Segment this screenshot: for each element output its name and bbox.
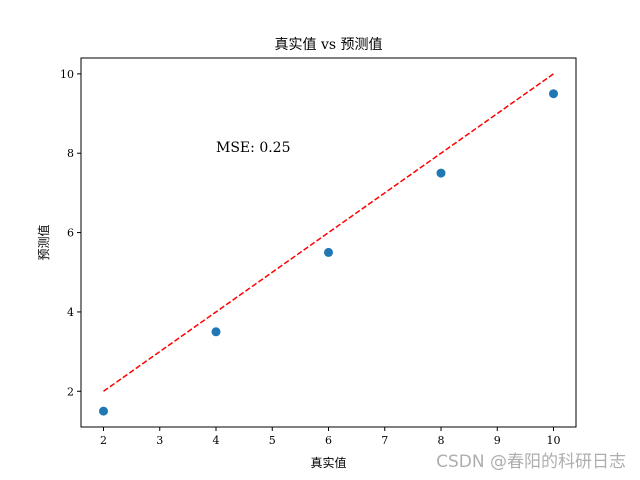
watermark: CSDN @春阳的科研日志 <box>436 452 626 472</box>
x-tick-label: 3 <box>156 434 163 447</box>
data-point <box>211 327 221 337</box>
x-tick-label: 6 <box>325 434 332 447</box>
data-point <box>99 406 108 416</box>
y-tick-label: 2 <box>67 385 74 398</box>
x-tick-label: 8 <box>438 434 445 447</box>
x-tick-label: 7 <box>381 434 388 447</box>
x-tick-label: 10 <box>547 434 561 447</box>
data-point <box>324 247 333 257</box>
mse-annotation: MSE: 0.25 <box>216 140 290 156</box>
data-point <box>549 89 558 99</box>
x-axis-label: 真实值 <box>310 455 346 470</box>
reference-line <box>103 73 554 392</box>
plot-frame <box>80 57 577 428</box>
y-tick-label: 10 <box>60 68 74 81</box>
y-tick-label: 8 <box>67 147 74 160</box>
data-point <box>436 168 446 178</box>
chart-title: 真实值 vs 预测值 <box>275 37 383 53</box>
x-tick-label: 4 <box>213 434 220 447</box>
y-axis-label: 预测值 <box>36 224 51 260</box>
x-tick-label: 9 <box>494 434 501 447</box>
y-tick-label: 6 <box>67 227 74 240</box>
x-tick-label: 5 <box>269 434 276 447</box>
x-tick-label: 2 <box>100 434 107 447</box>
y-tick-label: 4 <box>67 306 74 319</box>
